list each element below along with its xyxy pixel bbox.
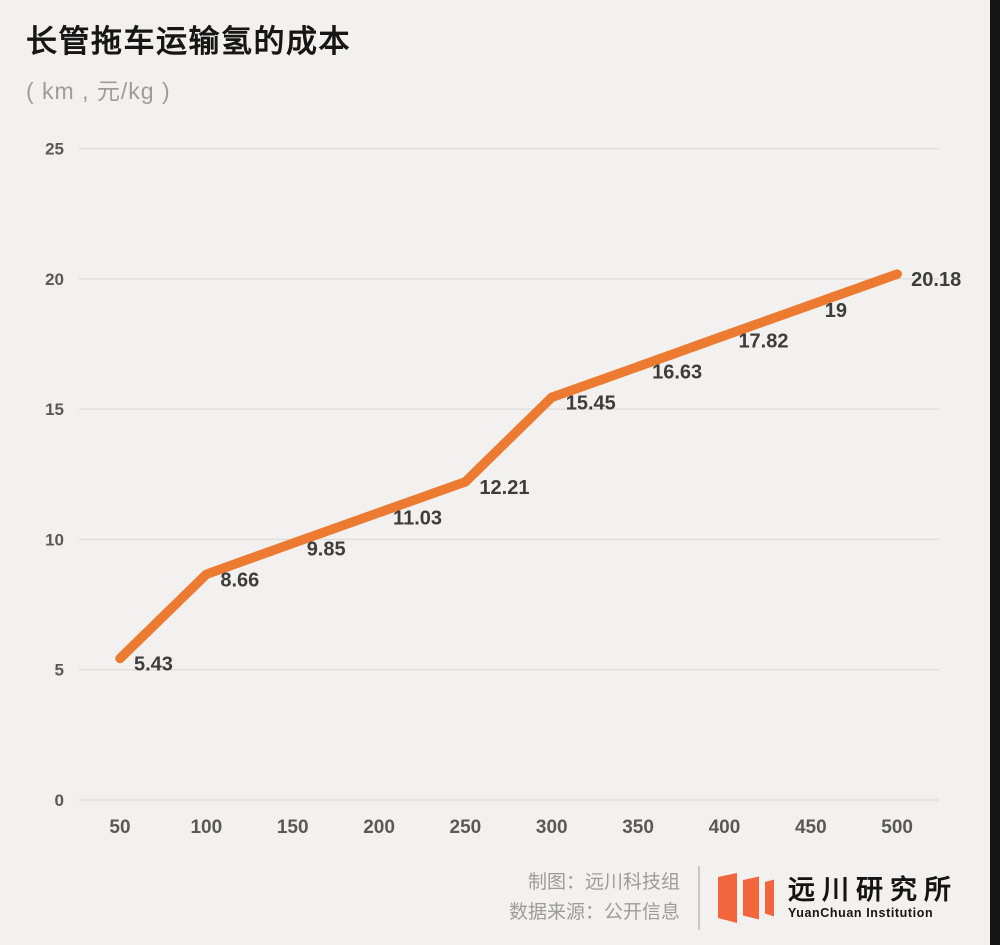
data-point-label: 20.18 xyxy=(911,269,961,291)
logo-en-text: YuanChuan Institution xyxy=(788,906,934,920)
y-tick-label: 25 xyxy=(45,140,64,159)
yuanchuan-logo: 远川研究所 YuanChuan Institution xyxy=(718,873,958,923)
credits-block: 制图：远川科技组 数据来源：公开信息 xyxy=(509,868,680,928)
credit-maker-text: 制图：远川科技组 xyxy=(527,872,680,893)
data-point-label: 5.43 xyxy=(134,653,173,675)
x-tick-label: 450 xyxy=(795,817,827,838)
y-tick-label: 20 xyxy=(45,270,64,289)
screen-edge-strip xyxy=(990,0,1000,945)
data-point-label: 19 xyxy=(825,300,847,322)
data-point-label: 11.03 xyxy=(393,508,442,530)
cost-line xyxy=(115,269,902,664)
x-tick-label: 500 xyxy=(881,817,913,838)
x-tick-label: 300 xyxy=(536,817,568,838)
data-point-label: 9.85 xyxy=(307,538,346,560)
page-subtitle: ( km , 元/kg ) xyxy=(26,78,171,104)
x-tick-label: 250 xyxy=(450,817,482,838)
line-chart: 0 5 10 15 20 25 50 100 150 200 250 300 350 400 450 500 5… xyxy=(45,140,961,839)
y-tick-label: 15 xyxy=(45,400,64,419)
data-point-label: 17.82 xyxy=(738,331,788,353)
x-tick-label: 350 xyxy=(622,817,654,838)
yuanchuan-logo-icon xyxy=(718,873,774,923)
data-point-label: 12.21 xyxy=(479,477,529,499)
x-tick-label: 100 xyxy=(190,817,222,838)
logo-cn-text: 远川研究所 xyxy=(788,875,958,905)
data-point-label: 8.66 xyxy=(220,569,259,591)
page-title: 长管拖车运输氢的成本 xyxy=(26,24,351,59)
footer-divider xyxy=(698,866,700,930)
y-tick-label: 0 xyxy=(55,791,64,810)
logo-text-block: 远川研究所 YuanChuan Institution xyxy=(788,875,958,921)
data-point-label: 15.45 xyxy=(566,392,616,414)
y-tick-label: 10 xyxy=(45,530,64,549)
y-tick-label: 5 xyxy=(55,661,64,680)
data-point-label: 16.63 xyxy=(652,362,702,384)
credit-source-text: 数据来源：公开信息 xyxy=(508,902,680,923)
x-tick-label: 200 xyxy=(363,817,395,838)
x-tick-label: 50 xyxy=(109,817,130,838)
chart-header: 长管拖车运输氢的成本 ( km , 元/kg ) xyxy=(26,22,351,106)
footer: 制图：远川科技组 数据来源：公开信息 远川研究所 YuanChuan Insti… xyxy=(509,860,958,936)
x-tick-label: 150 xyxy=(277,817,309,838)
x-tick-label: 400 xyxy=(709,817,741,838)
